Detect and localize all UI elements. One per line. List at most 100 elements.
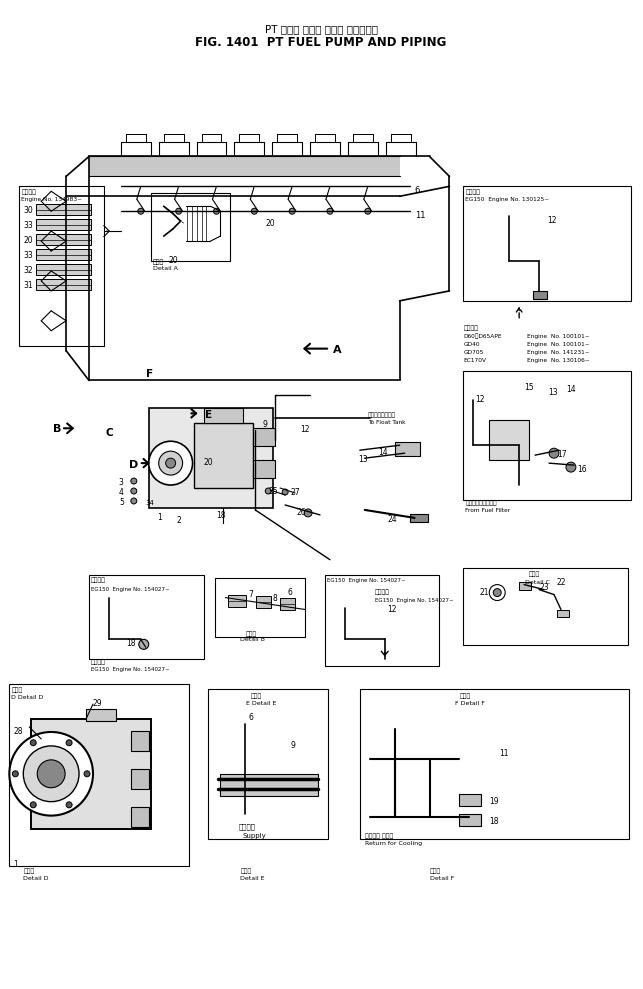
Text: FIG. 1401  PT FUEL PUMP AND PIPING: FIG. 1401 PT FUEL PUMP AND PIPING xyxy=(195,36,447,49)
Text: 31: 31 xyxy=(23,281,33,290)
Text: 33: 33 xyxy=(23,251,33,260)
Text: D60・D65APE: D60・D65APE xyxy=(464,333,502,339)
Text: 11: 11 xyxy=(415,212,425,221)
Text: 適用番号: 適用番号 xyxy=(21,189,36,195)
Circle shape xyxy=(159,451,183,475)
Text: 23: 23 xyxy=(539,583,548,591)
Bar xyxy=(36,205,91,216)
Text: 詳細図: 詳細図 xyxy=(250,693,262,699)
Circle shape xyxy=(489,584,505,600)
Circle shape xyxy=(23,746,79,802)
Text: Engine  No. 100101~: Engine No. 100101~ xyxy=(527,341,590,347)
Text: 18: 18 xyxy=(126,639,135,649)
Text: 19: 19 xyxy=(489,797,499,806)
Bar xyxy=(131,768,149,788)
Text: 34: 34 xyxy=(146,500,154,506)
Text: 7: 7 xyxy=(248,589,253,598)
Bar xyxy=(194,423,253,488)
Bar xyxy=(557,609,569,617)
Circle shape xyxy=(66,740,72,746)
Text: 8: 8 xyxy=(272,593,277,602)
Bar xyxy=(395,442,420,456)
Text: 25: 25 xyxy=(268,487,278,496)
Text: 6: 6 xyxy=(415,186,420,196)
Text: To Float Tank: To Float Tank xyxy=(368,420,405,425)
Circle shape xyxy=(30,802,36,808)
Text: 17: 17 xyxy=(557,450,566,459)
Text: 26: 26 xyxy=(296,508,305,517)
Text: 9: 9 xyxy=(262,420,267,429)
Bar xyxy=(325,575,439,667)
Polygon shape xyxy=(489,420,529,460)
Bar xyxy=(89,575,204,660)
Text: GD705: GD705 xyxy=(464,350,484,355)
Circle shape xyxy=(176,209,181,215)
Circle shape xyxy=(131,478,137,484)
Text: 適用番号: 適用番号 xyxy=(91,578,106,584)
Bar xyxy=(36,279,91,290)
Bar xyxy=(459,794,482,806)
Text: D: D xyxy=(129,460,138,470)
Circle shape xyxy=(304,509,312,517)
Bar xyxy=(149,408,273,508)
Text: 6: 6 xyxy=(287,587,292,596)
Bar xyxy=(36,249,91,260)
Bar xyxy=(228,594,246,606)
Bar xyxy=(459,814,482,826)
Text: Detail A: Detail A xyxy=(153,266,177,271)
Bar xyxy=(150,193,230,261)
Bar xyxy=(208,689,328,839)
Circle shape xyxy=(37,760,65,787)
Circle shape xyxy=(131,498,137,504)
Text: 9: 9 xyxy=(290,741,295,750)
Bar xyxy=(257,595,271,607)
Text: 11: 11 xyxy=(499,749,509,758)
Bar xyxy=(131,807,149,827)
Bar xyxy=(410,514,428,522)
Bar xyxy=(533,291,547,299)
Bar xyxy=(89,156,400,176)
Circle shape xyxy=(365,209,371,215)
Bar xyxy=(131,731,149,751)
Text: 12: 12 xyxy=(475,396,485,405)
Text: Engine  No. 141231~: Engine No. 141231~ xyxy=(527,350,590,355)
Text: 18: 18 xyxy=(489,817,499,826)
Bar xyxy=(10,684,188,866)
Bar xyxy=(32,719,150,829)
Text: 16: 16 xyxy=(577,465,586,474)
Text: サプライ: サプライ xyxy=(239,824,255,830)
Text: 30: 30 xyxy=(23,207,33,216)
Text: Supply: Supply xyxy=(242,833,266,839)
Circle shape xyxy=(566,462,576,472)
Text: 4: 4 xyxy=(119,488,123,497)
Text: 20: 20 xyxy=(23,236,33,245)
Text: 詳細図: 詳細図 xyxy=(23,868,35,874)
Bar xyxy=(221,773,318,796)
Text: リターン 冷却用: リターン 冷却用 xyxy=(365,834,393,839)
Text: 適用番号: 適用番号 xyxy=(464,325,478,331)
Circle shape xyxy=(10,732,93,816)
Text: 20: 20 xyxy=(168,256,178,265)
Text: 20: 20 xyxy=(204,458,213,467)
Text: 33: 33 xyxy=(23,222,33,230)
Circle shape xyxy=(139,639,149,650)
Bar xyxy=(253,460,275,478)
Text: 27: 27 xyxy=(290,488,300,497)
Text: EG150  Engine No. 154027~: EG150 Engine No. 154027~ xyxy=(91,586,170,591)
Bar xyxy=(519,582,531,589)
Circle shape xyxy=(289,209,295,215)
Text: PT フェル ポンプ および パイピング: PT フェル ポンプ および パイピング xyxy=(264,24,377,34)
Text: Engine  No. 130106~: Engine No. 130106~ xyxy=(527,358,590,363)
Text: 詳細図: 詳細図 xyxy=(246,631,257,637)
Text: Detail E: Detail E xyxy=(240,876,265,881)
Circle shape xyxy=(84,770,90,776)
Text: フェルフィルタから: フェルフィルタから xyxy=(466,500,497,505)
Circle shape xyxy=(12,770,18,776)
Text: 28: 28 xyxy=(14,727,23,736)
Circle shape xyxy=(166,458,176,468)
Circle shape xyxy=(251,209,257,215)
Text: 1: 1 xyxy=(157,513,161,522)
Text: 21: 21 xyxy=(479,587,489,596)
Text: From Fuel Filter: From Fuel Filter xyxy=(466,508,511,513)
Bar xyxy=(280,597,295,609)
